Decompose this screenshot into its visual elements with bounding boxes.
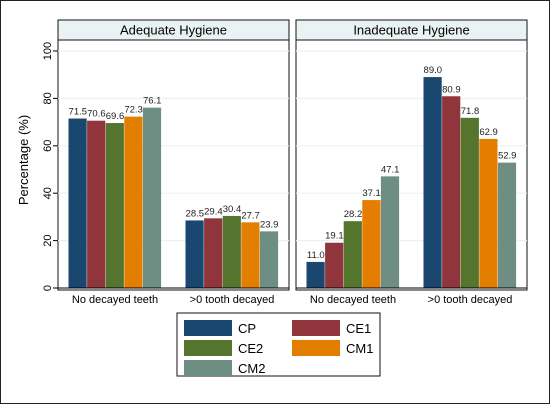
- data-label: 19.1: [325, 231, 344, 242]
- y-tick-label: 100: [42, 42, 54, 60]
- data-label: 37.1: [362, 188, 381, 199]
- data-label: 52.9: [498, 151, 517, 162]
- category-label: No decayed teeth: [72, 294, 158, 306]
- data-label: 89.0: [424, 65, 443, 76]
- legend-label: CE2: [238, 341, 263, 356]
- y-tick-label: 60: [42, 140, 54, 152]
- data-label: 76.1: [143, 96, 162, 107]
- panel-title: Adequate Hygiene: [120, 23, 227, 38]
- data-label: 72.3: [124, 105, 143, 116]
- panel-inadequate-hygiene: Inadequate Hygiene 11.019.128.2 37.1 47.1 No…: [295, 19, 528, 306]
- bar-cp: [185, 220, 204, 288]
- y-tick-label: 80: [42, 92, 54, 104]
- data-label: 71.5: [69, 107, 88, 118]
- bar-cm1: [241, 222, 260, 288]
- y-axis-label: Percentage (%): [16, 115, 31, 205]
- bar-cm1: [362, 200, 381, 288]
- category-label: >0 tooth decayed: [428, 294, 513, 306]
- data-label: 69.6: [106, 111, 125, 122]
- bar-cm1: [479, 138, 498, 288]
- data-label: 27.7: [241, 210, 260, 221]
- category-label: No decayed teeth: [310, 294, 396, 306]
- bar-ce1: [325, 242, 344, 288]
- panel-adequate-hygiene: Adequate Hygiene 71.5 70.6 69.672.376.1 No d…: [57, 19, 290, 306]
- bar-ce2: [343, 221, 362, 288]
- data-label: 23.9: [260, 219, 279, 230]
- panel-title: Inadequate Hygiene: [353, 23, 469, 38]
- y-tick-label: 0: [42, 285, 54, 291]
- legend-label: CM1: [346, 341, 373, 356]
- legend-label: CP: [238, 321, 256, 336]
- legend-label: CM2: [238, 361, 265, 376]
- legend: CP CE1 CE2 CM1 CM2: [176, 312, 381, 377]
- data-label: 80.9: [442, 84, 461, 95]
- bar-cm2: [497, 162, 517, 288]
- bar-cm2: [380, 176, 400, 288]
- bar-cp: [423, 77, 442, 288]
- bar-ce1: [442, 96, 461, 288]
- data-label: 11.0: [307, 250, 325, 261]
- data-label: 62.9: [479, 127, 498, 138]
- category-label: >0 tooth decayed: [190, 294, 275, 306]
- data-label: 47.1: [381, 164, 400, 175]
- legend-swatch-ce2: [184, 340, 232, 356]
- bar-ce1: [87, 120, 106, 288]
- legend-swatch-cm2: [184, 360, 232, 376]
- legend-swatch-cm1: [292, 340, 340, 356]
- bar-ce2: [222, 215, 241, 288]
- data-label: 29.4: [204, 206, 223, 217]
- legend-label: CE1: [346, 321, 371, 336]
- legend-swatch-cp: [184, 320, 232, 336]
- legend-swatch-ce1: [292, 320, 340, 336]
- bar-cp: [68, 118, 87, 288]
- bar-ce1: [204, 218, 223, 288]
- data-label: 30.4: [223, 204, 242, 215]
- data-label: 71.8: [461, 106, 480, 117]
- bar-cm2: [259, 231, 279, 288]
- bar-cm2: [142, 107, 162, 288]
- panels: Adequate Hygiene 71.5 70.6 69.672.376.1 No d…: [57, 19, 528, 306]
- bar-cp: [306, 261, 325, 288]
- data-label: 28.2: [344, 209, 363, 220]
- y-tick-label: 40: [42, 187, 54, 199]
- y-axis: 0 20 40 60 80 100: [42, 42, 58, 291]
- bar-ce2: [105, 123, 124, 288]
- data-label: 70.6: [87, 109, 106, 120]
- data-label: 28.5: [186, 208, 205, 219]
- bar-cm1: [124, 116, 143, 288]
- bar-ce2: [460, 117, 479, 288]
- y-tick-label: 20: [42, 234, 54, 246]
